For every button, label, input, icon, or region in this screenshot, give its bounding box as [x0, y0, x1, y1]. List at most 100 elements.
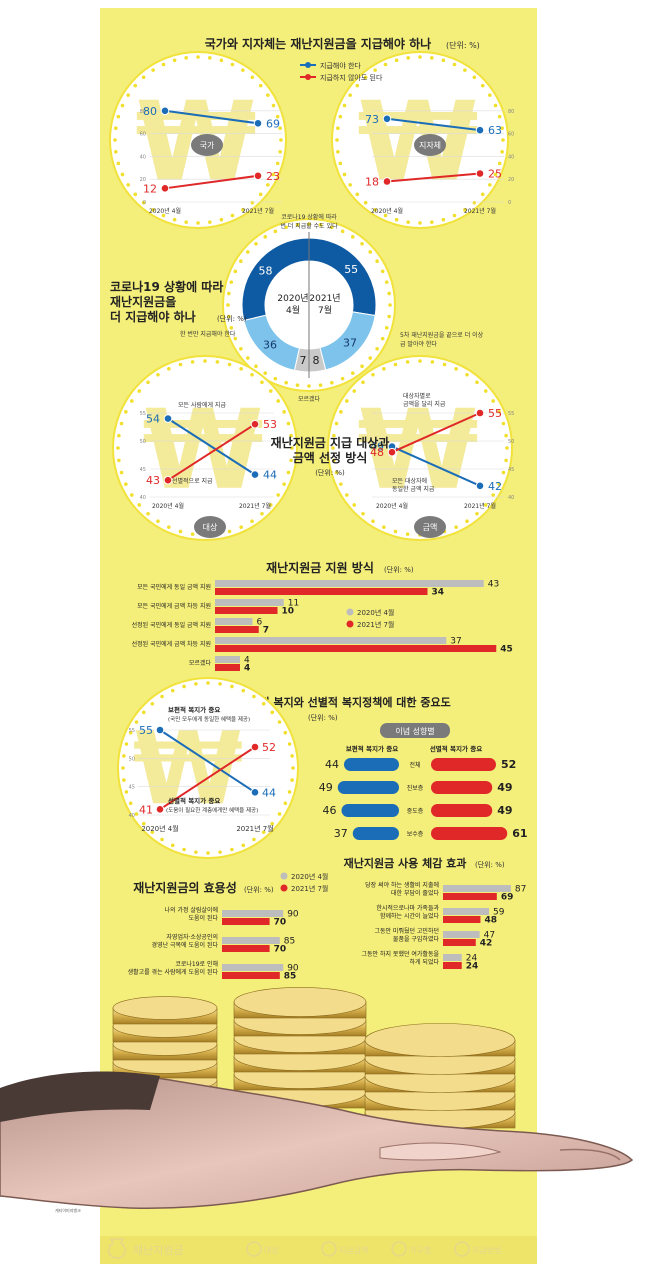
- section6-unit: (단위: %): [244, 885, 274, 894]
- series-line: [167, 423, 256, 482]
- dial-dot: [371, 519, 375, 523]
- data-label: 23: [266, 170, 280, 183]
- section5-title: 보편적 복지와 선별적 복지정책에 대한 중요도: [239, 695, 450, 709]
- donut-left-year: 2020년: [277, 293, 308, 304]
- dial-dot: [442, 362, 447, 367]
- data-label: 42: [488, 480, 502, 493]
- donut-value: 37: [343, 336, 357, 349]
- dial-dot: [291, 766, 295, 770]
- dial-dot: [141, 821, 146, 826]
- dial-dot: [196, 221, 200, 225]
- data-point: [160, 184, 170, 193]
- dial-dot: [501, 470, 506, 475]
- svg-text:(단위: %): (단위: %): [217, 314, 247, 323]
- donut-value: 7: [299, 354, 306, 367]
- bar-value-label: 24: [466, 954, 478, 964]
- series-note: 대상자별로: [403, 392, 431, 400]
- dial-dot: [382, 525, 386, 529]
- dial-dot: [338, 114, 343, 119]
- dial-dot: [290, 754, 294, 758]
- footer-icon: [454, 1241, 470, 1257]
- dial-dot: [128, 730, 133, 735]
- dial-dot: [332, 458, 336, 463]
- dial-dot: [318, 383, 323, 387]
- x-tick-label: 2020년 4월: [376, 502, 408, 510]
- dial-dot: [160, 694, 164, 699]
- dial-dot: [441, 58, 446, 63]
- dial-dot: [239, 259, 243, 264]
- dial-dot: [226, 303, 230, 307]
- image-credit: 게티이미지뱅크: [55, 1207, 81, 1213]
- series-line: [159, 746, 256, 811]
- y-tick-label: 60: [508, 132, 514, 138]
- dial-dot: [178, 362, 183, 367]
- bar: [215, 645, 497, 652]
- dial-dot: [277, 812, 282, 816]
- bar-value-label: 24: [466, 962, 479, 972]
- dial-dot: [334, 470, 339, 475]
- bar-value-label: 59: [493, 908, 505, 918]
- dial-dot: [307, 222, 311, 226]
- y-tick-label: 40: [140, 154, 146, 160]
- data-label: 73: [365, 113, 379, 126]
- dial-dot: [380, 336, 385, 341]
- donut-right-month: 7월: [318, 304, 332, 316]
- coin-stacks-illustration: [112, 987, 516, 1129]
- dial-dot: [266, 183, 270, 187]
- category-label: 도움이 된다: [188, 914, 218, 922]
- category-label: 당장 써야 하는 생활비 지출에: [365, 881, 439, 889]
- dial-dot: [345, 399, 349, 403]
- x-tick-label: 2020년 4월: [141, 824, 178, 833]
- dial-dot: [497, 482, 501, 486]
- data-point: [475, 481, 485, 491]
- dial-dot: [184, 56, 188, 60]
- bar-selective: [431, 758, 496, 771]
- dial-dot: [233, 269, 238, 274]
- annotation-fifth: 5차 재난지원금을 끝으로 더 이상: [400, 331, 484, 339]
- section1-title: 국가와 지자체는 재난지원금을 지급해야 하나: [205, 36, 431, 51]
- dial-dot: [418, 55, 422, 59]
- dial-dot: [113, 138, 117, 142]
- dial-dot: [196, 55, 200, 59]
- bar: [443, 916, 481, 923]
- dial-dot: [373, 68, 377, 72]
- svg-text:2021년 7월: 2021년 7월: [291, 884, 328, 893]
- footer-item-label: 지급금액: [339, 1245, 368, 1255]
- dial-dot: [363, 75, 368, 80]
- y-tick-label: 45: [508, 467, 514, 473]
- bar-selective: [431, 827, 508, 840]
- donut-segment-2020: [243, 314, 301, 372]
- category-label: 모든 국민에게 동일 금액 지원: [137, 583, 211, 591]
- data-point: [155, 805, 165, 814]
- dial-dot: [151, 208, 155, 212]
- dial-dot: [493, 172, 498, 177]
- data-label: 55: [488, 407, 502, 420]
- category-label: 나의 가정 살림살이에: [165, 906, 219, 914]
- bar: [443, 954, 462, 961]
- dial-dot: [114, 150, 118, 154]
- hand-illustration: [0, 1071, 634, 1209]
- series-note: 모든 대상자에: [392, 477, 427, 485]
- bar: [215, 656, 240, 663]
- dial-dot: [375, 259, 379, 264]
- x-tick-label: 2021년 7월: [464, 502, 496, 510]
- bar: [443, 962, 462, 969]
- data-point: [475, 169, 485, 178]
- dial-dot: [184, 220, 188, 224]
- dial-dot: [271, 172, 276, 177]
- y-tick-label: 0: [508, 200, 511, 206]
- dial-dot: [472, 75, 477, 80]
- dial-dot: [335, 138, 339, 142]
- data-label: 41: [139, 803, 153, 816]
- dial-dot: [350, 371, 355, 375]
- dial-dot: [384, 280, 389, 284]
- y-tick-label: 60: [140, 132, 146, 138]
- dial-dot: [203, 359, 207, 363]
- dial-dot: [283, 730, 288, 735]
- dial-dot: [161, 62, 166, 67]
- dial-dot: [116, 114, 121, 119]
- dial-dot: [229, 326, 234, 330]
- dial-dot: [270, 710, 275, 715]
- dial-dot: [250, 519, 254, 523]
